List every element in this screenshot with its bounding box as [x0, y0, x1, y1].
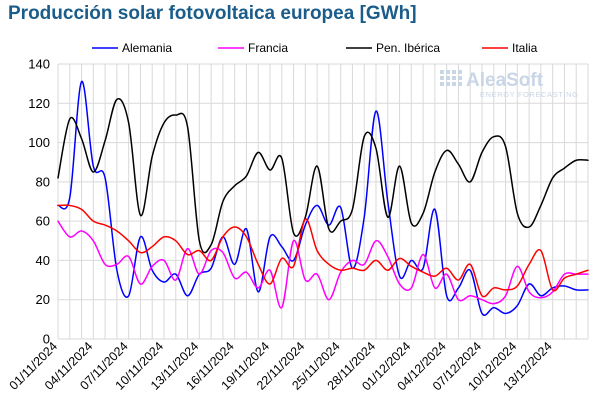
logo-mark-dot	[458, 76, 462, 80]
y-tick-label: 60	[36, 214, 50, 229]
y-axis: 0 20 40 60 80 100 120 140	[28, 57, 50, 347]
plot-lines	[57, 80, 589, 316]
y-tick-label: 120	[28, 96, 50, 111]
grid	[57, 63, 589, 340]
legend-label-francia: Francia	[248, 41, 288, 55]
logo-name: AleaSoft	[466, 70, 544, 91]
logo-mark-dot	[452, 82, 456, 86]
logo-mark-dot	[440, 70, 444, 74]
logo-mark-dot	[446, 82, 450, 86]
series-line-italia	[57, 204, 589, 298]
logo-mark-dot	[458, 70, 462, 74]
logo-mark-dot	[452, 70, 456, 74]
legend-label-italia: Italia	[512, 41, 538, 55]
legend-label-alemania: Alemania	[122, 41, 172, 55]
y-tick-label: 0	[43, 332, 50, 347]
legend-label-pen-iberica: Pen. Ibérica	[376, 41, 440, 55]
y-tick-label: 100	[28, 135, 50, 150]
logo-mark-dot	[446, 76, 450, 80]
logo-mark-dot	[446, 70, 450, 74]
series-line-pen-iberica	[57, 98, 589, 254]
y-tick-label: 80	[36, 174, 50, 189]
y-tick-label: 40	[36, 253, 50, 268]
logo-mark-dot	[440, 76, 444, 80]
logo-mark-dot	[440, 82, 444, 86]
logo-mark-dot	[452, 76, 456, 80]
legend: Alemania Francia Pen. Ibérica Italia	[92, 41, 538, 55]
logo-mark-dot	[458, 82, 462, 86]
x-axis: 01/11/202404/11/202407/11/202410/11/2024…	[7, 339, 555, 393]
y-tick-label: 140	[28, 57, 50, 72]
chart-title: Producción solar fotovoltaica europea [G…	[8, 3, 417, 24]
y-tick-label: 20	[36, 292, 50, 307]
series-line-francia	[57, 220, 589, 309]
logo-tagline: ENERGY FORECASTING	[480, 90, 579, 99]
series-line-alemania	[57, 80, 589, 316]
